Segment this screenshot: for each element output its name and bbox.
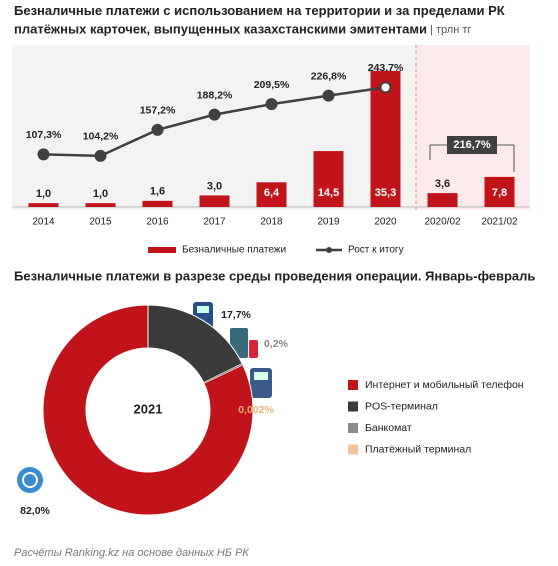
growth-point	[322, 89, 335, 102]
growth-point	[94, 149, 107, 162]
growth-point	[151, 123, 164, 136]
growth-label: 157,2%	[140, 105, 176, 117]
footer: Расчёты Ranking.kz на основе данных НБ Р…	[14, 547, 249, 559]
bar-label: 35,3	[375, 187, 396, 199]
bar-label: 1,0	[36, 188, 51, 200]
icon-internet	[17, 467, 43, 493]
growth-label: 226,8%	[311, 70, 347, 82]
growth-point	[379, 81, 392, 94]
bar	[28, 203, 59, 207]
legend-swatch	[326, 247, 332, 253]
legend-swatch	[348, 401, 358, 412]
chart-title: Безналичные платежи в разрезе среды пров…	[14, 268, 535, 283]
chart-title-line: Безналичные платежи с использованием на …	[14, 3, 505, 18]
legend-swatch	[348, 423, 358, 433]
bar	[256, 182, 287, 207]
chart-title-line: платёжных карточек, выпущенных казахстан…	[14, 21, 471, 36]
value-label: 0,2%	[264, 338, 289, 350]
bar	[370, 70, 401, 207]
bar	[199, 195, 230, 207]
legend-label: POS-терминал	[365, 400, 438, 412]
bar	[85, 203, 116, 207]
growth-point	[265, 98, 278, 111]
legend-label: Рост к итогу	[348, 245, 404, 256]
bar-label: 1,6	[150, 186, 165, 198]
x-tick-label: 2017	[203, 217, 226, 228]
donut-segment	[147, 304, 243, 384]
chart-subtitle: | трлн тг	[427, 24, 471, 36]
legend-swatch	[348, 444, 358, 455]
value-label: 0,002%	[238, 404, 274, 416]
x-tick-label: 2016	[146, 217, 169, 228]
growth-label: 107,3%	[26, 129, 62, 141]
legend-label: Платёжный терминал	[365, 443, 471, 455]
icon-terminal	[250, 368, 272, 398]
bar	[427, 193, 458, 207]
x-tick-label: 2014	[32, 217, 55, 228]
legend-swatch	[148, 247, 176, 253]
growth-point	[208, 108, 221, 121]
chart-title: Безналичные платежи с использованием на …	[14, 3, 505, 18]
bar	[313, 151, 344, 207]
growth-point	[37, 148, 50, 161]
bar-label: 14,5	[318, 187, 339, 199]
value-label: 82,0%	[20, 505, 50, 517]
x-tick-label: 2015	[89, 217, 112, 228]
x-tick-label: 2020	[374, 217, 397, 228]
bar	[142, 200, 173, 207]
legend-swatch	[348, 380, 358, 390]
bar-label: 7,8	[492, 187, 507, 199]
donut-segment	[203, 363, 243, 384]
x-tick-label: 2019	[317, 217, 340, 228]
annotation-box	[447, 136, 497, 154]
bar-label: 3,0	[207, 180, 222, 192]
donut-segment	[42, 304, 254, 516]
annotation: 216,7%	[453, 139, 491, 151]
legend-label: Безналичные платежи	[182, 245, 286, 256]
center-label: 2021	[134, 401, 163, 416]
legend-label: Банкомат	[365, 422, 412, 434]
growth-label: 188,2%	[197, 89, 233, 101]
bar-label: 6,4	[264, 187, 280, 199]
x-tick-label: 2020/02	[424, 217, 461, 228]
bar-label: 3,6	[435, 178, 450, 190]
x-tick-label: 2021/02	[481, 217, 518, 228]
value-label: 17,7%	[221, 309, 251, 321]
donut-segment	[203, 364, 243, 384]
x-tick-label: 2018	[260, 217, 283, 228]
bar	[484, 176, 515, 207]
legend-label: Интернет и мобильный телефон	[365, 379, 524, 391]
growth-label: 104,2%	[83, 131, 119, 143]
growth-label: 209,5%	[254, 79, 290, 91]
growth-label: 243,7%	[368, 62, 404, 74]
bar-label: 1,0	[93, 188, 108, 200]
